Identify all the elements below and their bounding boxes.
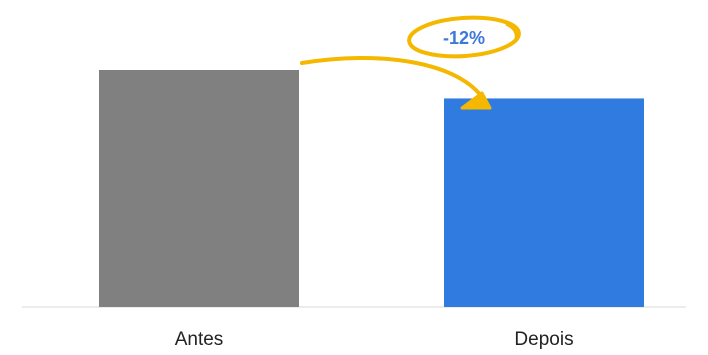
bar-depois bbox=[444, 98, 644, 307]
annotation-label: -12% bbox=[443, 28, 485, 48]
category-label-antes: Antes bbox=[175, 329, 224, 350]
bar-antes bbox=[99, 70, 299, 307]
change-annotation: -12% bbox=[300, 15, 521, 110]
annotation-highlight-circle bbox=[407, 15, 521, 59]
category-label-depois: Depois bbox=[514, 329, 573, 350]
category-labels-group: Antes Depois bbox=[175, 329, 574, 350]
bars-group bbox=[99, 70, 644, 307]
annotation-highlight-circle-overlap bbox=[505, 22, 518, 43]
annotation-arrow bbox=[300, 55, 486, 102]
annotation-arrowhead bbox=[460, 91, 492, 110]
